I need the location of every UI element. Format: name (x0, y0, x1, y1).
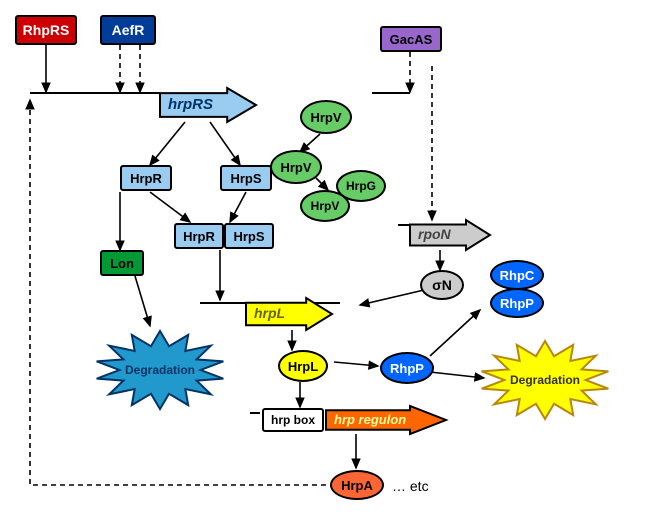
node-hrpr: HrpR (120, 165, 172, 191)
label: rpoN (418, 226, 451, 242)
node-hrprs-s: HrpS (224, 223, 274, 249)
label: Degradation (510, 373, 580, 387)
diagram-canvas: RhpRS AefR GacAS HrpR HrpS HrpR HrpS Lon… (0, 0, 650, 528)
arrows-layer (0, 0, 650, 528)
label: HrpV (311, 199, 340, 213)
node-hrpa: HrpA (330, 470, 384, 500)
label: HrpA (341, 478, 373, 493)
label: HrpV (310, 110, 341, 125)
label: AefR (112, 22, 145, 38)
node-sigman: σN (420, 270, 464, 300)
node-lon: Lon (100, 250, 144, 276)
label: HrpV (280, 160, 311, 175)
node-hrpv2: HrpV (270, 150, 322, 184)
label: hrp regulon (334, 412, 406, 427)
label: σN (432, 277, 452, 293)
node-rhprs: RhpRS (15, 15, 77, 45)
gene-hrprs: hrpRS (168, 96, 213, 113)
label: HrpG (346, 179, 376, 193)
gene-rpon: rpoN (418, 226, 451, 242)
label: HrpR (130, 171, 162, 186)
node-gacas: GacAS (380, 26, 442, 52)
label: hrpRS (168, 96, 213, 113)
gene-regulon: hrp regulon (334, 412, 406, 427)
label: HrpR (183, 229, 215, 244)
label: hrp box (271, 413, 315, 427)
etc-label: … etc (392, 478, 429, 494)
node-hrpl: HrpL (278, 350, 328, 382)
node-hrpv1: HrpV (300, 100, 352, 134)
node-hrpg: HrpG (336, 170, 386, 202)
label: RhpRS (23, 22, 70, 38)
label: RhpP (390, 361, 424, 376)
label: RhpC (500, 268, 535, 283)
label: hrpL (254, 305, 285, 321)
node-rhpp2: RhpP (490, 288, 544, 318)
label: Lon (110, 256, 134, 271)
gene-hrpl: hrpL (254, 305, 285, 321)
label: HrpS (230, 171, 261, 186)
label: GacAS (390, 32, 433, 47)
node-rhpp: RhpP (380, 352, 434, 384)
node-hrps: HrpS (220, 165, 272, 191)
node-aefr: AefR (100, 15, 156, 45)
label: RhpP (500, 296, 534, 311)
starburst-deg2: Degradation (480, 340, 610, 420)
starburst-deg1: Degradation (95, 330, 225, 410)
node-rhpc: RhpC (490, 260, 544, 290)
node-hrpbox: hrp box (262, 408, 324, 432)
node-hrprs-r: HrpR (174, 223, 224, 249)
label: HrpS (233, 229, 264, 244)
label: HrpL (288, 359, 318, 374)
label: Degradation (125, 363, 195, 377)
